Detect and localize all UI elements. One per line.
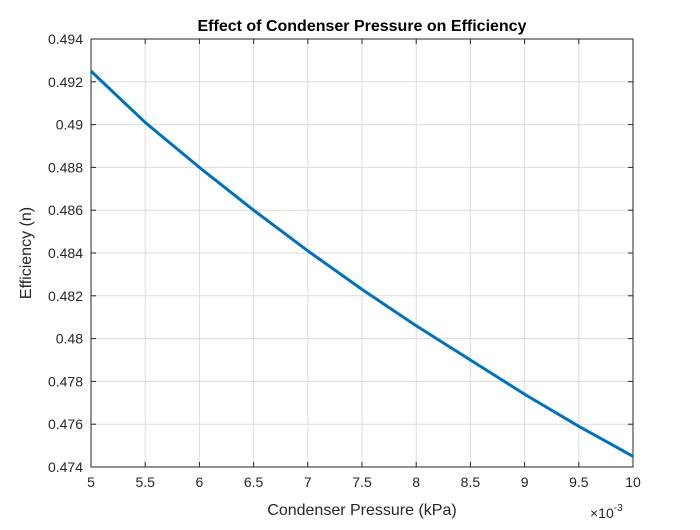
x-tick-label: 5 [87, 474, 95, 490]
y-tick-label: 0.49 [56, 117, 83, 133]
x-tick-label: 6 [196, 474, 204, 490]
y-tick-label: 0.48 [56, 331, 83, 347]
x-tick-label: 6.5 [244, 474, 264, 490]
x-tick-label: 9 [521, 474, 529, 490]
x-tick-label: 8.5 [461, 474, 481, 490]
series-layer [89, 70, 634, 458]
y-tick-label: 0.476 [48, 416, 83, 432]
x-tick-label: 10 [625, 474, 641, 490]
y-tick-label: 0.482 [48, 288, 83, 304]
y-tick-labels: 0.474 0.476 0.478 0.48 0.482 0.484 0.486 0.488 0… [48, 31, 83, 475]
y-tick-label: 0.478 [48, 373, 83, 389]
x-tick-label: 9.5 [569, 474, 589, 490]
x-tick-label: 7 [304, 474, 312, 490]
y-tick-label: 0.486 [48, 202, 83, 218]
x-tick-label: 8 [412, 474, 420, 490]
y-axis-label: Efficiency (n) [18, 207, 35, 299]
x-tick-label: 7.5 [352, 474, 372, 490]
y-tick-label: 0.488 [48, 159, 83, 175]
efficiency-series-line [89, 70, 634, 458]
x-axis-label: Condenser Pressure (kPa) [267, 502, 456, 519]
x-tick-labels: 5 5.5 6 6.5 7 7.5 8 8.5 9 9.5 10 [87, 474, 641, 490]
y-tick-label: 0.492 [48, 74, 83, 90]
x-axis-exponent-base: ×10 [590, 505, 614, 521]
x-tick-label: 5.5 [135, 474, 155, 490]
y-tick-label: 0.494 [48, 31, 83, 47]
x-axis-exponent: ×10-3 [590, 503, 623, 521]
y-tick-label: 0.474 [48, 459, 83, 475]
x-axis-exponent-power: -3 [614, 503, 623, 514]
chart-title: Effect of Condenser Pressure on Efficien… [198, 18, 527, 35]
y-tick-label: 0.484 [48, 245, 83, 261]
axis-ticks [90, 38, 634, 468]
